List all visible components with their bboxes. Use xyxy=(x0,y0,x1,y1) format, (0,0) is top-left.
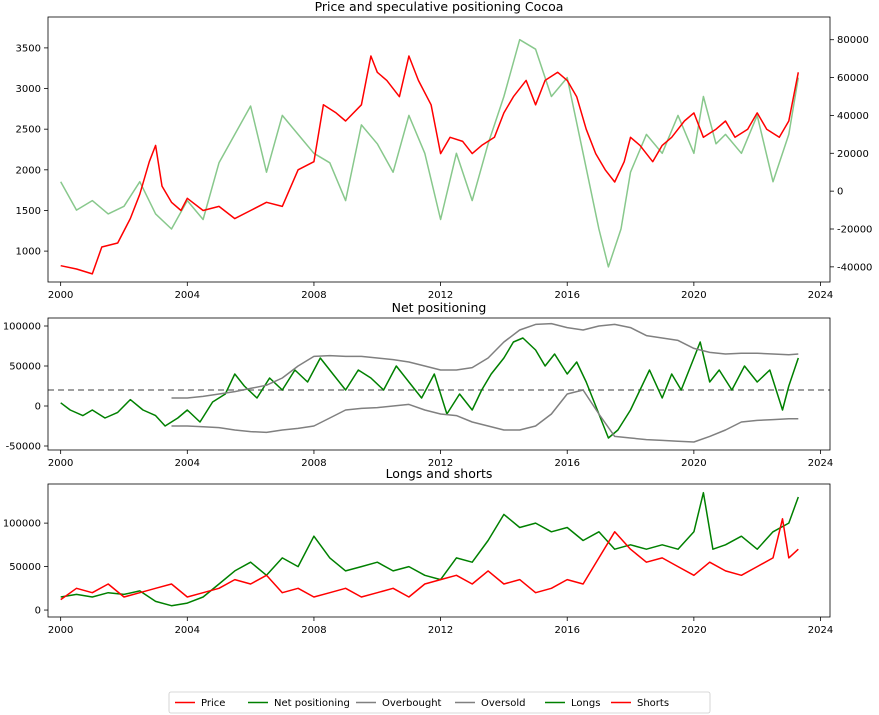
price-panel-y2tick-label: -40000 xyxy=(837,262,872,273)
price-panel-xtick-label: 2008 xyxy=(301,290,326,301)
net-panel-ytick-label: 100000 xyxy=(3,322,41,333)
net-panel-xtick-label: 2004 xyxy=(175,458,200,469)
price-panel-xtick-label: 2000 xyxy=(48,290,73,301)
longs-shorts-panel-xtick-label: 2000 xyxy=(48,625,73,636)
net-panel-xtick-label: 2012 xyxy=(428,458,453,469)
price-panel-y2tick-label: -20000 xyxy=(837,225,872,236)
price-panel-xtick-label: 2004 xyxy=(175,290,200,301)
net-panel-xtick-label: 2008 xyxy=(301,458,326,469)
price-panel-y2tick-label: 20000 xyxy=(837,149,869,160)
longs-shorts-panel-xtick-label: 2012 xyxy=(428,625,453,636)
price-panel-ytick-label: 1000 xyxy=(16,247,41,258)
longs-shorts-panel-ytick-label: 50000 xyxy=(9,562,41,573)
net-panel-ytick-label: 0 xyxy=(35,402,41,413)
price-panel-y2tick-label: 40000 xyxy=(837,111,869,122)
longs-shorts-panel-ytick-label: 100000 xyxy=(3,519,41,530)
net-panel-xtick-label: 2016 xyxy=(554,458,579,469)
longs-shorts-panel-frame xyxy=(47,483,831,618)
oversold-line xyxy=(171,389,799,443)
net-panel-frame xyxy=(47,317,831,451)
price-panel-frame xyxy=(47,16,831,283)
net-panel-title: Net positioning xyxy=(392,300,487,315)
price-panel-ytick-label: 2000 xyxy=(16,165,41,176)
longs-shorts-panel-xtick-label: 2004 xyxy=(175,625,200,636)
overbought-line xyxy=(171,322,799,399)
price-panel-xtick-label: 2020 xyxy=(681,290,706,301)
price-panel-xtick-label: 2016 xyxy=(554,290,579,301)
price-panel-title: Price and speculative positioning Cocoa xyxy=(315,0,564,14)
net-panel-ytick-label: 50000 xyxy=(9,362,41,373)
longs-shorts-panel-ytick-label: 0 xyxy=(35,606,41,617)
price-panel-xtick-label: 2024 xyxy=(808,290,833,301)
longs-shorts-panel-title: Longs and shorts xyxy=(386,466,493,481)
legend-label: Shorts xyxy=(637,698,669,709)
legend-box xyxy=(168,691,711,714)
longs-line xyxy=(60,491,800,607)
shorts-line xyxy=(60,518,799,601)
net-positioning-line xyxy=(60,38,800,268)
net-panel-xtick-label: 2020 xyxy=(681,458,706,469)
net-panel-ytick-label: -50000 xyxy=(6,442,41,453)
longs-shorts-panel-xtick-label: 2016 xyxy=(554,625,579,636)
price-panel-ytick-label: 2500 xyxy=(16,125,41,136)
longs-shorts-panel-xtick-label: 2020 xyxy=(681,625,706,636)
legend-label: Net positioning xyxy=(274,698,350,709)
price-line xyxy=(60,55,800,275)
longs-shorts-panel-xtick-label: 2008 xyxy=(301,625,326,636)
price-panel-y2tick-label: 0 xyxy=(837,187,843,198)
net-panel-xtick-label: 2000 xyxy=(48,458,73,469)
net-panel-xtick-label: 2024 xyxy=(808,458,833,469)
price-panel-ytick-label: 3500 xyxy=(16,43,41,54)
legend-label: Oversold xyxy=(481,698,526,709)
price-panel-ytick-label: 1500 xyxy=(16,206,41,217)
price-panel-ytick-label: 3000 xyxy=(16,84,41,95)
net-positioning-line xyxy=(60,337,800,439)
legend-label: Overbought xyxy=(382,698,442,709)
price-panel-xtick-label: 2012 xyxy=(428,290,453,301)
legend-label: Longs xyxy=(571,698,600,709)
legend-label: Price xyxy=(201,698,225,709)
price-panel-y2tick-label: 60000 xyxy=(837,73,869,84)
price-panel-y2tick-label: 80000 xyxy=(837,35,869,46)
longs-shorts-panel-xtick-label: 2024 xyxy=(808,625,833,636)
